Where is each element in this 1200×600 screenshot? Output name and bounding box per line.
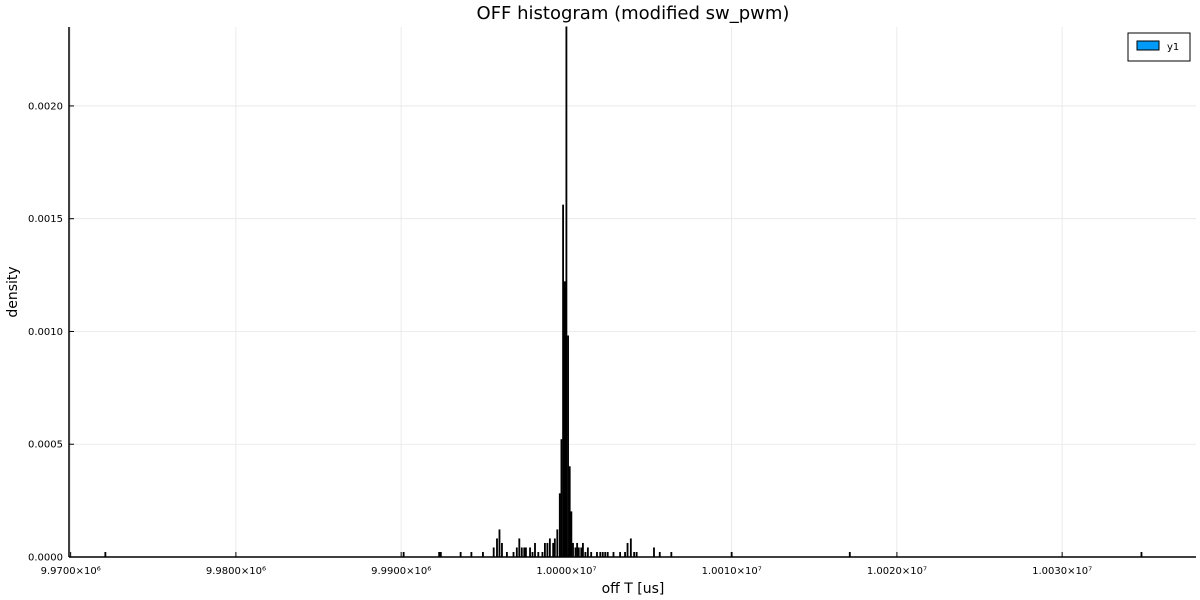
y-axis-title: density [5,266,21,317]
legend: y1 [1127,32,1191,62]
histogram-bar [567,335,569,558]
histogram-bar [582,542,584,558]
histogram-bar [553,538,556,558]
x-tick-label: 1.0010×10⁷ [702,566,762,577]
y-tick-label: 0.0000 [28,553,63,564]
histogram-bar [576,542,579,558]
histogram-bar [556,529,559,558]
histogram-bar [496,538,498,558]
histogram-bar [534,542,536,558]
y-tick-label: 0.0005 [28,440,63,451]
histogram-bar [558,493,561,558]
histogram-bar [548,538,551,558]
histogram-bar [518,538,521,558]
grid-lines [69,27,1196,558]
legend-label-y1: y1 [1167,42,1179,53]
x-axis-title: off T [us] [602,581,665,597]
histogram-bar [653,547,655,558]
histogram-bar [572,542,574,558]
histogram-bar [560,439,563,558]
x-tick-label: 9.9900×10⁶ [371,566,431,577]
histogram-bar [546,542,549,558]
histogram-bar [501,542,503,558]
x-tick-label: 1.0000×10⁷ [536,566,596,577]
histogram-bar [586,547,589,558]
legend-swatch-y1 [1136,40,1160,51]
axes [68,27,1196,558]
histogram-bar [552,542,555,558]
y-tick-label: 0.0015 [28,214,63,225]
x-tick-label: 1.0030×10⁷ [1032,566,1092,577]
axis-ticks: 9.9700×10⁶ 9.9800×10⁶ 9.9900×10⁶ 1.0000×10⁷… [28,101,1092,577]
histogram-bar [570,511,573,558]
histogram-bars [104,26,1143,558]
histogram-bar [565,26,568,558]
histogram-bar [525,547,527,558]
y-tick-label: 0.0010 [28,327,63,338]
y-tick-label: 0.0020 [28,101,63,112]
histogram-bar [529,547,531,558]
histogram-bar [626,542,629,558]
x-tick-label: 9.9700×10⁶ [41,566,101,577]
x-tick-label: 9.9800×10⁶ [206,566,266,577]
histogram-bar [568,466,571,558]
histogram-bar [563,281,566,558]
histogram-bar [580,547,583,558]
histogram-bar [515,547,518,558]
histogram-bar [629,538,632,558]
x-tick-label: 1.0020×10⁷ [867,566,927,577]
histogram-bar [562,204,565,558]
histogram-bar [492,547,495,558]
histogram-bar [498,529,501,558]
histogram-bar [574,547,577,558]
chart-title: OFF histogram (modified sw_pwm) [477,3,790,24]
histogram-bar [520,547,523,558]
histogram-bar [577,547,580,558]
histogram-bar [544,542,546,558]
histogram-bar [523,547,526,558]
